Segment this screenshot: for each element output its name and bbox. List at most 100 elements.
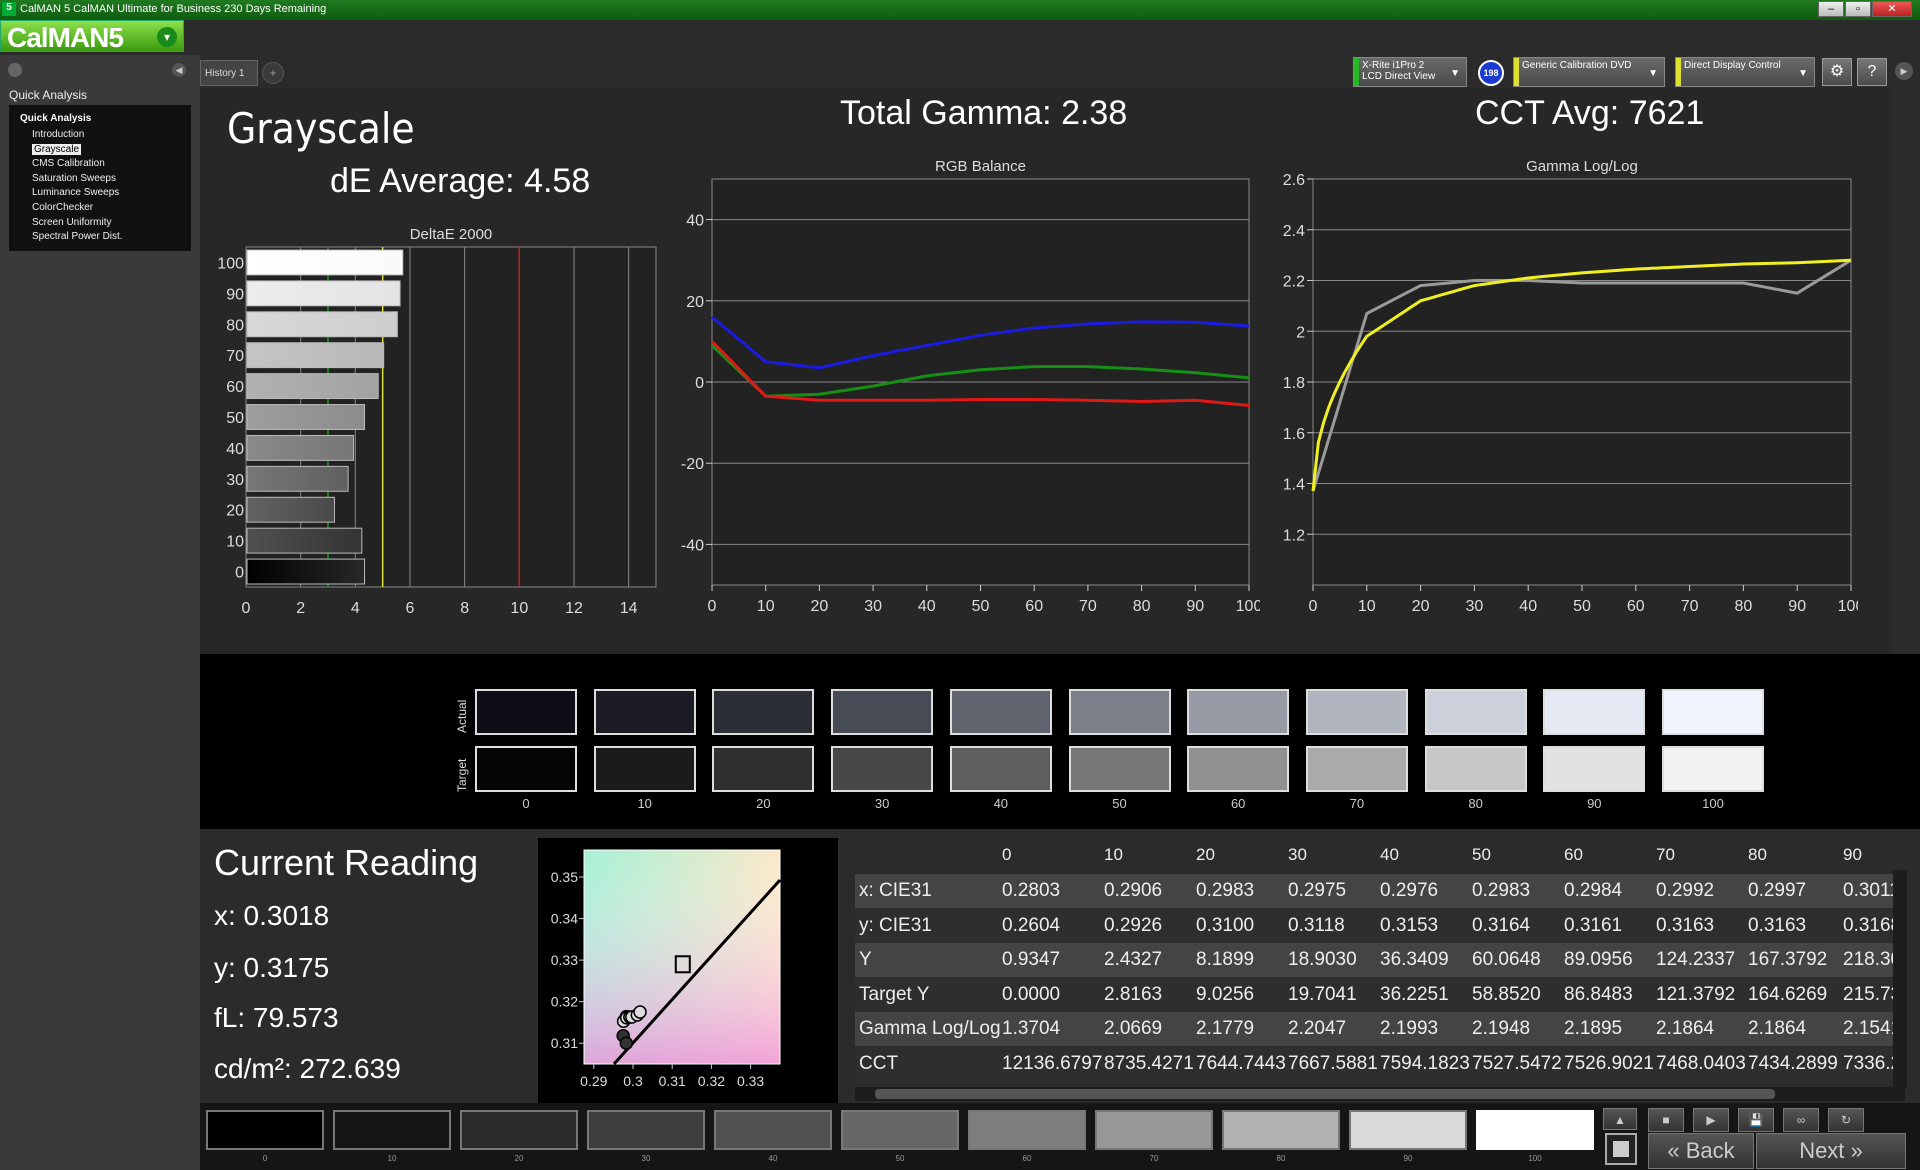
current-reading-title: Current Reading <box>214 842 479 883</box>
source-status-bar <box>1514 58 1519 86</box>
sidebar-item[interactable]: Screen Uniformity <box>32 216 112 228</box>
x-tick-label: 40 <box>1519 598 1537 615</box>
actual-swatch <box>831 689 934 735</box>
sidebar-item[interactable]: Saturation Sweeps <box>32 172 116 184</box>
patch-button[interactable] <box>1476 1110 1594 1150</box>
x-tick-label: 40 <box>918 598 936 615</box>
patch-button[interactable] <box>460 1110 578 1150</box>
deltae-bar <box>246 527 363 554</box>
display-status-bar <box>1676 58 1681 86</box>
actual-swatch <box>949 689 1052 735</box>
refresh-icon[interactable]: ↻ <box>1828 1108 1864 1132</box>
patch-button[interactable] <box>841 1110 959 1150</box>
row-label: Gamma Log/Log <box>859 1018 1001 1039</box>
actual-swatch <box>593 689 696 735</box>
table-cell: 0.3011 <box>1843 880 1900 901</box>
chart-title: RGB Balance <box>935 158 1026 175</box>
deltae-bar <box>246 280 401 307</box>
table-cell: 0.0000 <box>1002 983 1061 1005</box>
patch-label: 40 <box>768 1154 778 1163</box>
table-vertical-scrollbar[interactable] <box>1893 870 1907 1088</box>
table-cell: 2.1864 <box>1656 1018 1715 1039</box>
patch-button[interactable] <box>587 1110 705 1150</box>
x-tick-label: 0 <box>1309 598 1318 615</box>
target-swatch <box>712 746 815 792</box>
patch-button[interactable] <box>333 1110 451 1150</box>
sidebar-item[interactable]: Spectral Power Dist. <box>32 231 123 243</box>
measurement-point <box>619 1036 634 1050</box>
patch-label: 90 <box>1403 1154 1413 1163</box>
next-label: Next <box>1799 1138 1845 1163</box>
collapse-right-icon[interactable]: ▶ <box>1895 62 1913 80</box>
table-horizontal-scrollbar[interactable] <box>855 1087 1905 1101</box>
add-tab-icon[interactable]: + <box>262 62 284 84</box>
x-tick-label: 10 <box>510 600 528 617</box>
meter-badge[interactable]: 198 <box>1478 60 1504 86</box>
loop-icon[interactable]: ∞ <box>1783 1108 1819 1132</box>
close-button[interactable]: ✕ <box>1872 1 1912 17</box>
actual-swatch <box>712 689 815 735</box>
source-selector[interactable]: Generic Calibration DVD ▼ <box>1513 57 1665 87</box>
patch-button[interactable] <box>1222 1110 1340 1150</box>
patch-button[interactable] <box>1095 1110 1213 1150</box>
row-label: x: CIE31 <box>859 880 932 901</box>
table-cell: 7336.2 <box>1843 1052 1902 1074</box>
swatch-label: 30 <box>874 796 890 811</box>
next-button[interactable]: Next » <box>1756 1133 1906 1169</box>
row-label: y: CIE31 <box>859 914 932 936</box>
column-header: 60 <box>1564 845 1583 864</box>
actual-swatch <box>1068 689 1171 735</box>
display-selector[interactable]: Direct Display Control ▼ <box>1675 57 1815 87</box>
table-cell: 2.8163 <box>1104 983 1163 1005</box>
help-icon[interactable]: ? <box>1857 58 1887 86</box>
meter-selector[interactable]: X-Rite i1Pro 2 LCD Direct View ▼ <box>1353 57 1467 87</box>
calman-logo-menu[interactable]: CalMAN5 ▾ <box>0 20 184 53</box>
scroll-thumb[interactable] <box>875 1089 1775 1099</box>
table-cell: 0.2604 <box>1002 914 1061 936</box>
y-tick-label: 1.8 <box>1283 375 1305 392</box>
swatch-label: 20 <box>756 796 771 811</box>
maximize-button[interactable]: ▫ <box>1845 1 1871 17</box>
save-icon[interactable]: 💾 <box>1738 1108 1774 1132</box>
column-header: 50 <box>1472 845 1491 864</box>
settings-gear-icon[interactable]: ⚙ <box>1822 58 1852 86</box>
series-line <box>710 344 1250 398</box>
tab-history-1[interactable]: History 1 <box>200 60 258 86</box>
collapse-panel-icon[interactable]: ◀ <box>172 63 186 77</box>
patch-label: 100 <box>1528 1154 1542 1163</box>
patch-button[interactable] <box>206 1110 324 1150</box>
panel-title: Quick Analysis <box>9 88 88 102</box>
patch-button[interactable] <box>968 1110 1086 1150</box>
target-swatch <box>593 746 696 792</box>
x-tick-label: 90 <box>1788 598 1806 615</box>
target-swatch <box>1543 746 1646 792</box>
table-cell: 124.2337 <box>1656 949 1736 970</box>
x-tick-label: 30 <box>1466 598 1484 615</box>
patch-button[interactable] <box>1349 1110 1467 1150</box>
sidebar-item[interactable]: ColorChecker <box>32 202 94 213</box>
pin-icon[interactable] <box>8 63 22 77</box>
table-row: y: CIE31 0.2604 0.2926 0.3100 0.3118 0.3153 0.… <box>855 908 1905 943</box>
x-tick-label: 70 <box>1681 598 1699 615</box>
tree-group-quick-analysis[interactable]: Quick Analysis <box>20 113 92 124</box>
y-tick-label: 30 <box>226 472 244 489</box>
table-cell: 0.3163 <box>1748 914 1807 936</box>
column-header: 70 <box>1656 845 1675 864</box>
sidebar-item[interactable]: CMS Calibration <box>32 158 105 170</box>
sidebar-item[interactable]: Grayscale <box>32 143 82 155</box>
sidebar-item[interactable]: Luminance Sweeps <box>32 187 120 199</box>
column-header: 40 <box>1380 845 1399 864</box>
table-cell: 0.3118 <box>1288 914 1345 936</box>
back-label: Back <box>1685 1138 1735 1163</box>
table-cell: 0.2992 <box>1656 880 1715 901</box>
patch-button[interactable] <box>714 1110 832 1150</box>
collapse-toolbar-icon[interactable]: ▲ <box>1603 1108 1637 1130</box>
deltae-bar <box>246 558 366 585</box>
stop-icon[interactable]: ■ <box>1648 1108 1684 1132</box>
play-icon[interactable]: ▶ <box>1693 1108 1729 1132</box>
stop-measure-button[interactable] <box>1605 1133 1637 1165</box>
actual-swatch <box>1305 689 1408 735</box>
back-button[interactable]: « Back <box>1648 1133 1754 1169</box>
sidebar-item[interactable]: Introduction <box>32 129 85 140</box>
minimize-button[interactable]: – <box>1818 1 1844 17</box>
